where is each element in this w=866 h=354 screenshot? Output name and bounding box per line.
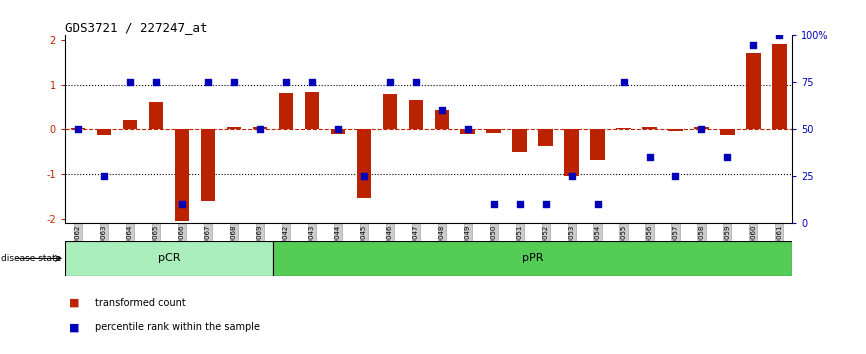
Point [565, 173, 578, 179]
Bar [253, 127, 267, 129]
Bar [357, 129, 371, 199]
Bar [539, 129, 553, 146]
Text: ■: ■ [69, 322, 80, 332]
Point [227, 79, 241, 85]
Bar [383, 95, 397, 129]
Bar [305, 92, 319, 129]
Bar [487, 129, 501, 133]
Point [201, 79, 215, 85]
Point [721, 154, 734, 160]
Bar [227, 127, 241, 129]
Bar [273, 241, 792, 276]
Point [97, 173, 111, 179]
Point [357, 173, 371, 179]
Point [149, 79, 163, 85]
Bar [513, 129, 527, 152]
Bar [565, 129, 578, 176]
Point [695, 126, 708, 132]
Point [539, 201, 553, 207]
Text: GDS3721 / 227247_at: GDS3721 / 227247_at [65, 21, 208, 34]
Point [175, 201, 189, 207]
Text: percentile rank within the sample: percentile rank within the sample [95, 322, 261, 332]
Point [435, 108, 449, 113]
Point [643, 154, 656, 160]
Bar [435, 110, 449, 129]
Bar [331, 129, 345, 134]
Text: pPR: pPR [522, 253, 543, 263]
Bar [97, 129, 111, 135]
Bar [409, 100, 423, 129]
Point [617, 79, 630, 85]
Point [383, 79, 397, 85]
Bar [721, 129, 734, 135]
Text: ■: ■ [69, 298, 80, 308]
Bar [201, 129, 215, 201]
Bar [591, 129, 604, 160]
Bar [123, 120, 137, 129]
Point [331, 126, 345, 132]
Point [487, 201, 501, 207]
Bar [746, 53, 760, 129]
Bar [461, 129, 475, 134]
Point [279, 79, 293, 85]
Bar [772, 44, 786, 129]
Bar [65, 241, 273, 276]
Bar [149, 102, 163, 129]
Bar [669, 129, 682, 131]
Bar [175, 129, 189, 221]
Point [409, 79, 423, 85]
Point [71, 126, 85, 132]
Bar [617, 128, 630, 129]
Point [669, 173, 682, 179]
Point [746, 42, 760, 47]
Point [591, 201, 604, 207]
Text: transformed count: transformed count [95, 298, 186, 308]
Point [513, 201, 527, 207]
Bar [279, 93, 293, 129]
Point [123, 79, 137, 85]
Text: pCR: pCR [158, 253, 180, 263]
Point [772, 33, 786, 38]
Point [253, 126, 267, 132]
Point [461, 126, 475, 132]
Bar [71, 128, 85, 129]
Point [305, 79, 319, 85]
Text: disease state: disease state [1, 254, 61, 263]
Bar [695, 127, 708, 129]
Bar [643, 126, 656, 129]
